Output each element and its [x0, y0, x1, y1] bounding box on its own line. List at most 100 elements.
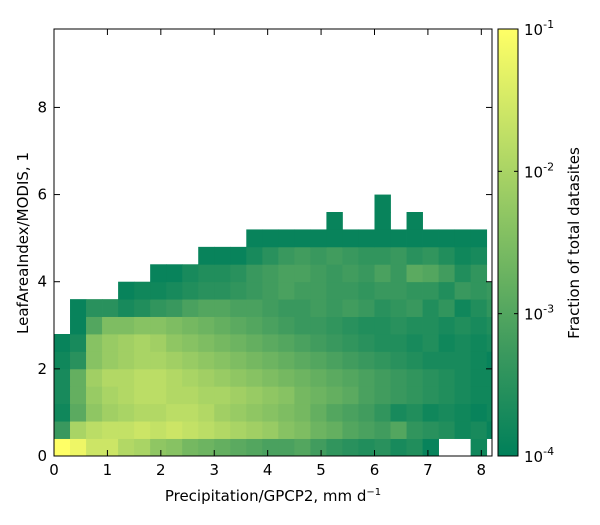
heatmap-cell	[150, 421, 167, 439]
heatmap-cell	[342, 316, 359, 335]
heatmap-cell	[294, 334, 311, 352]
heatmap-cell	[262, 351, 279, 370]
heatmap-cell	[166, 264, 183, 283]
heatmap-cell	[326, 351, 343, 370]
x-tick-label: 2	[156, 461, 166, 479]
heatmap-cell	[326, 281, 343, 300]
heatmap-cell	[310, 403, 327, 422]
heatmap-cell	[166, 351, 183, 370]
heatmap-cell	[230, 264, 247, 283]
heatmap-cell	[118, 368, 135, 387]
y-tick-label: 2	[37, 360, 47, 378]
heatmap-cell	[406, 246, 423, 265]
heatmap-cell	[406, 212, 423, 230]
heatmap-cell	[358, 229, 375, 248]
heatmap-cell	[390, 368, 407, 387]
heatmap-cell	[166, 421, 183, 439]
heatmap-cell	[310, 334, 327, 352]
heatmap-cell	[278, 299, 295, 317]
heatmap-cell	[486, 334, 492, 352]
heatmap-cell	[374, 368, 391, 387]
heatmap-cell	[470, 316, 488, 335]
heatmap-cell	[182, 264, 199, 283]
heatmap-cell	[70, 368, 87, 387]
x-axis-label-exponent: −1	[366, 487, 381, 498]
heatmap-cell	[214, 386, 231, 405]
heatmap-cell	[454, 368, 472, 387]
heatmap-cell	[454, 229, 472, 248]
heatmap-cell	[166, 403, 183, 422]
heatmap-cell	[230, 299, 247, 317]
heatmap-cell	[390, 403, 407, 422]
heatmap-cell	[294, 421, 311, 439]
heatmap-cell	[278, 368, 295, 387]
heatmap-cell	[246, 264, 263, 283]
heatmap-cell	[246, 229, 263, 248]
heatmap-cell	[230, 334, 247, 352]
plot-frame	[53, 28, 493, 457]
heatmap-cell	[486, 316, 492, 335]
heatmap-cell	[470, 281, 488, 300]
heatmap-cell	[438, 246, 456, 265]
heatmap-cell	[326, 229, 343, 248]
heatmap-cell	[182, 351, 199, 370]
heatmap-cell	[535, 369, 551, 387]
heatmap-cell	[486, 386, 492, 405]
heatmap-cell	[278, 281, 295, 300]
heatmap-cell	[246, 368, 263, 387]
heatmap-cell	[358, 264, 375, 283]
heatmap-cell	[198, 246, 215, 265]
x-tick-label: 8	[477, 461, 487, 479]
heatmap-cell	[519, 351, 535, 369]
heatmap-cell	[118, 438, 135, 456]
heatmap-cell	[358, 299, 375, 317]
heatmap-cell	[134, 403, 151, 422]
heatmap-cell	[294, 403, 311, 422]
heatmap-cell	[422, 351, 439, 370]
heatmap-cell	[198, 368, 215, 387]
heatmap-cell	[438, 403, 456, 422]
heatmap-cell	[198, 334, 215, 352]
heatmap-cell	[535, 282, 551, 300]
heatmap-cell	[326, 438, 343, 456]
x-tick-label: 4	[263, 461, 273, 479]
heatmap-cell	[198, 386, 215, 405]
heatmap-cell	[470, 334, 488, 352]
colorbar-frame	[497, 28, 519, 457]
heatmap-cell	[182, 386, 199, 405]
heatmap-cell	[214, 246, 231, 265]
heatmap-cell	[246, 316, 263, 335]
heatmap-cell	[214, 299, 231, 317]
y-axis-label: LeafAreaIndex/MODIS, 1	[14, 152, 32, 334]
heatmap-cell	[406, 368, 423, 387]
heatmap-cell	[438, 264, 456, 283]
heatmap-cell	[182, 299, 199, 317]
y-tick-label: 6	[37, 186, 47, 204]
heatmap-cell	[294, 299, 311, 317]
heatmap-cell	[310, 299, 327, 317]
heatmap-cell	[262, 299, 279, 317]
heatmap-cell	[342, 281, 359, 300]
heatmap-cell	[486, 351, 492, 370]
heatmap-cell	[246, 246, 263, 265]
heatmap-cell	[246, 299, 263, 317]
heatmap-cell	[390, 281, 407, 300]
heatmap-cell	[422, 264, 439, 283]
heatmap-cell	[374, 421, 391, 439]
heatmap-cell	[54, 438, 71, 456]
heatmap-cell	[470, 403, 488, 422]
heatmap-cell	[390, 316, 407, 335]
heatmap-cell	[374, 229, 391, 248]
heatmap-cell	[278, 386, 295, 405]
heatmap-cell	[70, 299, 87, 317]
heatmap-cell	[342, 438, 359, 456]
x-tick-label: 7	[423, 461, 433, 479]
heatmap-cell	[214, 368, 231, 387]
heatmap-cell	[86, 386, 103, 405]
heatmap-cell	[470, 229, 488, 248]
heatmap-cell	[470, 386, 488, 405]
heatmap-cell	[519, 421, 535, 439]
heatmap-cell	[150, 281, 167, 300]
heatmap-cell	[118, 334, 135, 352]
heatmap-cell	[262, 334, 279, 352]
